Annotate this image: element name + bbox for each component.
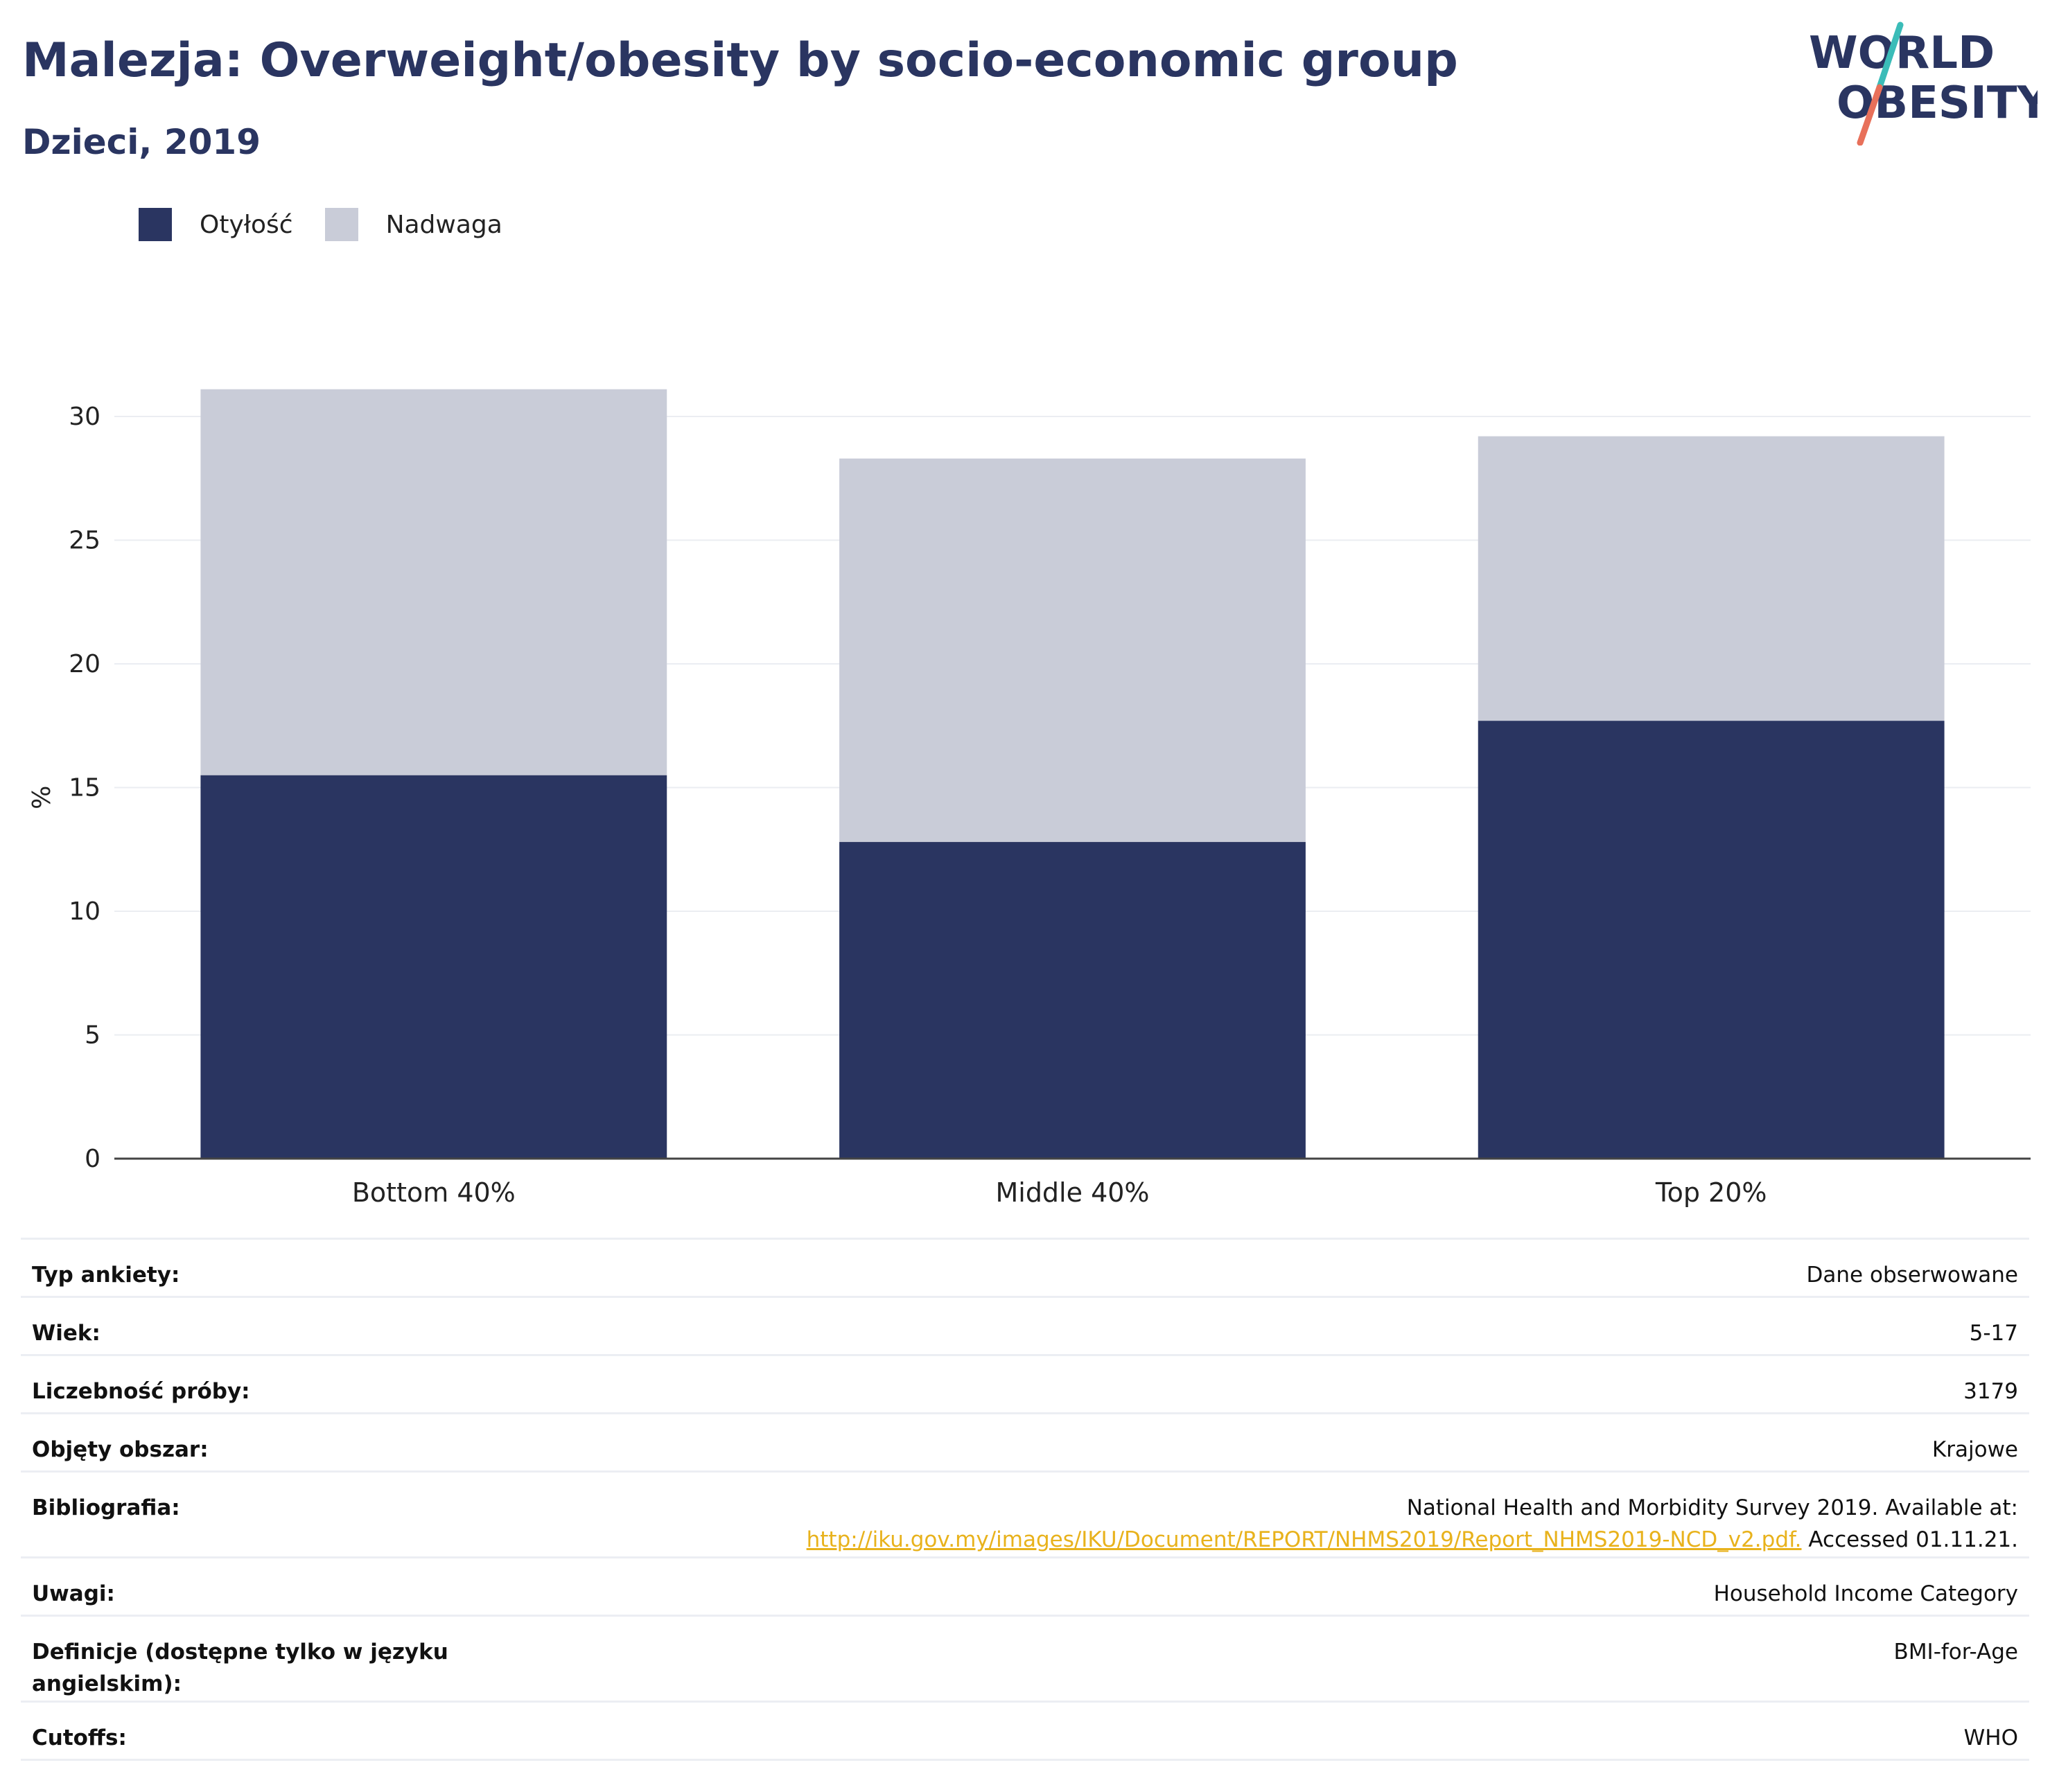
y-tick-label-20: 20 [69,650,100,678]
bar-overweight-0 [200,389,667,775]
metadata-label: Typ ankiety: [32,1263,180,1288]
chart-subtitle: Dzieci, 2019 [22,122,261,162]
x-tick-label-1: Middle 40% [995,1177,1149,1208]
legend-swatch-overweight [324,208,358,241]
bibliography-accessed: Accessed 01.11.21. [1801,1527,2018,1552]
chart-title: Malezja: Overweight/obesity by socio-eco… [22,33,1458,88]
world-obesity-logo: WORLD OBESITY [1809,21,2038,146]
bar-overweight-2 [1478,436,1945,721]
y-axis-label: % [28,786,56,809]
legend-label-obesity: Otyłość [200,210,293,239]
metadata-value: Dane obserwowane [1806,1263,2018,1288]
legend-swatch-obesity [139,208,172,241]
bar-obesity-1 [839,842,1306,1159]
bibliography-text: National Health and Morbidity Survey 201… [1406,1495,2018,1520]
metadata-row: Liczebność próby: 3179 [21,1356,2029,1414]
y-tick-label-5: 5 [85,1021,100,1050]
metadata-label: Liczebność próby: [32,1379,250,1404]
logo-line-world: WORLD [1809,28,1995,79]
chart-legend: Otyłość Nadwaga [139,208,534,241]
metadata-value: National Health and Morbidity Survey 201… [807,1492,2018,1556]
bar-obesity-0 [200,775,667,1159]
y-tick-label-0: 0 [85,1145,100,1173]
metadata-value: WHO [1963,1725,2018,1750]
metadata-value: 3179 [1963,1379,2018,1404]
legend-item-obesity[interactable]: Otyłość [139,208,293,241]
x-tick-label-2: Top 20% [1655,1177,1767,1208]
metadata-label: Uwagi: [32,1581,115,1606]
logo-slash-teal [1876,21,1904,91]
bar-overweight-1 [839,458,1306,843]
metadata-label: Definicje (dostępne tylko w języku angie… [32,1640,448,1696]
logo-slash-coral [1857,84,1883,146]
y-tick-label-10: 10 [69,897,100,926]
y-tick-label-30: 30 [69,403,100,431]
metadata-row: Wiek: 5-17 [21,1298,2029,1356]
metadata-label: Wiek: [32,1321,100,1346]
legend-item-overweight[interactable]: Nadwaga [324,208,502,241]
legend-label-overweight: Nadwaga [385,210,502,239]
bar-obesity-2 [1478,721,1945,1159]
metadata-label: Cutoffs: [32,1725,127,1750]
metadata-value: BMI-for-Age [1893,1640,2018,1664]
metadata-value: Krajowe [1931,1437,2018,1462]
metadata-value: 5-17 [1969,1321,2018,1346]
metadata-row: Bibliografia: National Health and Morbidi… [21,1473,2029,1558]
x-tick-label-0: Bottom 40% [352,1177,516,1208]
bibliography-link[interactable]: http://iku.gov.my/images/IKU/Document/RE… [806,1527,1802,1552]
y-tick-label-25: 25 [69,527,100,555]
metadata-value: Household Income Category [1713,1581,2018,1606]
metadata-table: Typ ankiety: Dane obserwowane Wiek: 5-17 Lic… [21,1238,2029,1761]
metadata-row: Definicje (dostępne tylko w języku angie… [21,1617,2029,1703]
metadata-row: Uwagi: Household Income Category [21,1558,2029,1617]
metadata-label: Bibliografia: [32,1495,180,1520]
y-tick-label-15: 15 [69,774,100,802]
metadata-row: Typ ankiety: Dane obserwowane [21,1240,2029,1298]
metadata-row: Objęty obszar: Krajowe [21,1414,2029,1473]
metadata-label: Objęty obszar: [32,1437,209,1462]
stacked-bar-chart: 0 5 10 15 20 25 30% Bottom 40% Middle 40% Top 20% [28,389,2031,1208]
metadata-row: Cutoffs: WHO [21,1703,2029,1761]
